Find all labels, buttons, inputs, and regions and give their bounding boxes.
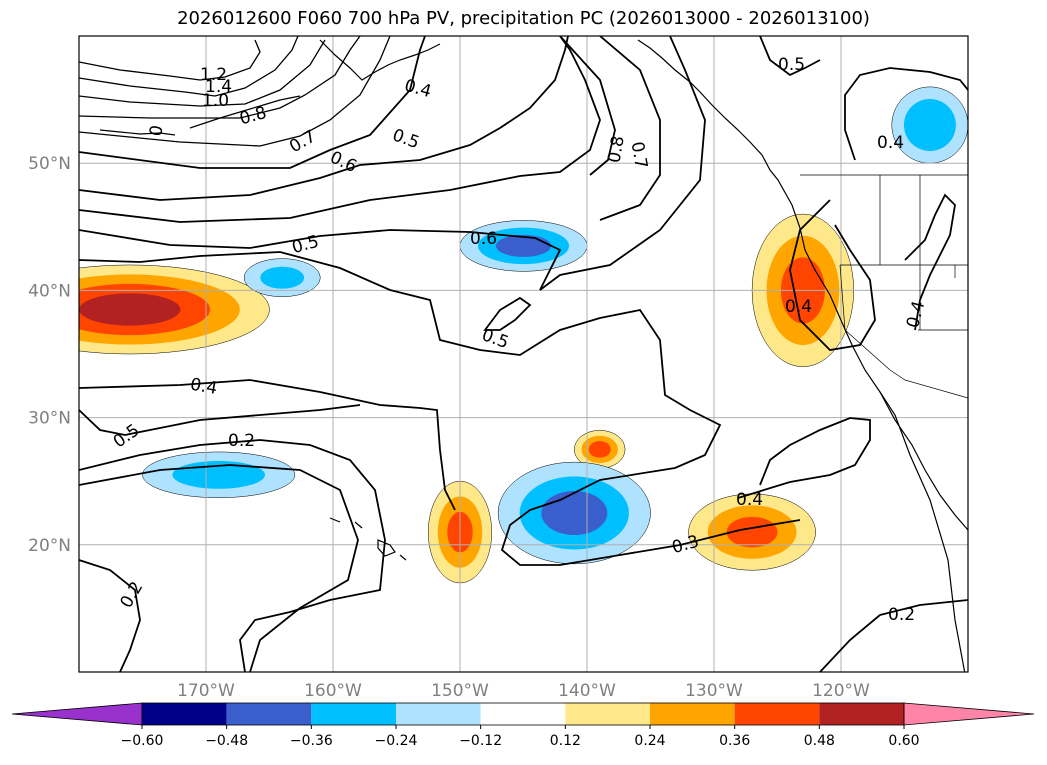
colorbar-segment (142, 703, 227, 725)
colorbar-segment (650, 703, 735, 725)
colorbar-segment (396, 703, 481, 725)
hawaii-islands (329, 517, 407, 561)
longitude-label: 120°W (812, 681, 870, 701)
state-borders (839, 175, 968, 399)
pv-contour-0.8-east (559, 36, 616, 176)
colorbar-tick-label: 0.60 (888, 733, 919, 749)
contour-label: 0.4 (785, 297, 812, 317)
colorbar-tick-label: 0.36 (719, 733, 750, 749)
pv-contour-0.5-ne (759, 36, 821, 77)
political-borders (800, 174, 968, 399)
colorbar-tick-label: 0.12 (550, 733, 581, 749)
colorbar-segment (819, 703, 904, 725)
longitude-label: 140°W (558, 681, 616, 701)
latitude-label: 40°N (28, 281, 71, 301)
colorbar-extend-low (11, 702, 143, 726)
latitude-label: 50°N (28, 154, 71, 174)
colorbar-segment (480, 703, 566, 725)
pv-contour-0.5-north (79, 36, 569, 201)
colorbar-frame (141, 702, 905, 726)
colorbar (11, 702, 1035, 726)
precip-shade-level (260, 266, 305, 289)
pv-contour-0.5-west (79, 404, 361, 436)
precip-anomaly-baja-southwest-positive (688, 493, 816, 571)
aleutian-islands (99, 95, 301, 136)
contour-label: 0.2 (888, 605, 915, 625)
contour-label: 0 (146, 124, 168, 138)
longitude-label: 150°W (431, 681, 489, 701)
colorbar-tick-label: −0.12 (459, 733, 502, 749)
latitude-label: 20°N (28, 536, 71, 556)
colorbar-segment (565, 703, 650, 725)
pv-contour-0.5-loop (79, 251, 801, 566)
colorbar-tick-label: −0.48 (205, 733, 248, 749)
precip-anomaly-hawaii-north-negative (142, 451, 296, 498)
pv-contours (79, 36, 968, 672)
pv-contour-0.4-sierra (904, 193, 956, 331)
contour-label: 0.2 (228, 431, 255, 451)
longitude-label: 130°W (685, 681, 743, 701)
pv-contour-0.8 (79, 36, 361, 119)
baja-coast (879, 391, 968, 531)
pv-contour-0.2-se (819, 599, 968, 672)
colorbar-segment (734, 703, 820, 725)
pv-contour-0.5-small (483, 296, 532, 331)
map-gridlines (79, 36, 968, 672)
map-frame (78, 35, 969, 673)
longitude-label: 160°W (304, 681, 362, 701)
pv-contour-1.2 (79, 36, 299, 97)
colorbar-tick-label: −0.36 (290, 733, 333, 749)
colorbar-segment (311, 703, 396, 725)
colorbar-segment (226, 703, 312, 725)
colorbar-tick-label: −0.60 (121, 733, 164, 749)
pv-contour-0.2 (79, 439, 386, 672)
latitude-labels: 20°N 30°N 40°N 50°N (28, 154, 71, 556)
pv-contour-1.4 (79, 39, 261, 81)
precip-shade-level (495, 234, 552, 257)
precip-anomaly-west-pacific-positive (79, 264, 270, 355)
latitude-label: 30°N (28, 409, 71, 429)
precip-shade-level (903, 99, 956, 152)
pv-contour-0.2-sw (79, 559, 141, 672)
pv-contour-0.4-se (737, 417, 871, 499)
pv-contour-0.3-inner (789, 199, 876, 351)
longitude-label: 170°W (177, 681, 235, 701)
map-area (79, 36, 968, 672)
precip-shade-level (588, 441, 611, 458)
colorbar-tick-label: 0.24 (634, 733, 665, 749)
contour-label: 1.4 (205, 77, 232, 97)
pv-contour-0.7-east (599, 36, 661, 221)
colorbar-tick-labels: −0.60 −0.48 −0.36 −0.24 −0.12 0.12 0.24 0.36 0.4… (121, 725, 920, 749)
contour-label: 0.7 (627, 140, 651, 170)
colorbar-tick-label: −0.24 (375, 733, 418, 749)
contour-label: 0.8 (604, 134, 628, 164)
longitude-labels: 170°W 160°W 150°W 140°W 130°W 120°W (177, 681, 870, 701)
pv-contour-0.4 (79, 379, 456, 511)
precip-shade-level (541, 490, 608, 536)
contour-label: 0.4 (877, 133, 904, 153)
contour-label: 1.0 (202, 91, 229, 111)
precip-anomaly-canada-negative (891, 86, 968, 164)
pv-contour-0.5-mid (79, 36, 706, 291)
map-title: 2026012600 F060 700 hPa PV, precipitatio… (177, 8, 870, 29)
precip-anomaly-dateline-north-negative (243, 258, 321, 298)
pv-contour-0.3 (79, 464, 359, 672)
colorbar-tick-label: 0.48 (804, 733, 835, 749)
precip-anomaly-central-pacific-negative (497, 461, 651, 565)
pv-contour-0.6 (79, 36, 426, 169)
colorbar-extend-high (903, 702, 1035, 726)
contour-label: 0.6 (470, 229, 497, 249)
pv-contour-0.4-ne (844, 67, 968, 161)
precip-shade-level (79, 293, 181, 326)
north-america-coastline (637, 39, 966, 672)
precip-shade-level (726, 516, 778, 548)
pv-contour-0.7 (79, 36, 391, 147)
pv-contour-1.0 (79, 39, 326, 107)
contour-label: 0.5 (778, 55, 805, 75)
pv-contour-0.6-mid (79, 36, 601, 223)
contour-label: 0.4 (736, 490, 763, 510)
contour-label: 1.2 (200, 65, 227, 85)
contour-label: 0.4 (189, 375, 219, 399)
